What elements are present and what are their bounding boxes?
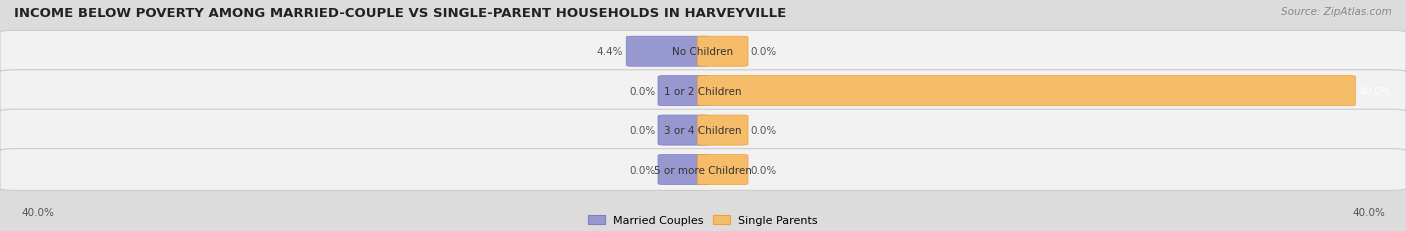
FancyBboxPatch shape <box>0 70 1406 112</box>
FancyBboxPatch shape <box>0 110 1406 151</box>
FancyBboxPatch shape <box>697 116 748 146</box>
FancyBboxPatch shape <box>658 76 709 106</box>
Text: 0.0%: 0.0% <box>751 165 778 175</box>
FancyBboxPatch shape <box>697 76 1355 106</box>
Text: 0.0%: 0.0% <box>628 165 655 175</box>
Text: 40.0%: 40.0% <box>1358 86 1391 96</box>
Text: 40.0%: 40.0% <box>21 207 53 218</box>
Text: INCOME BELOW POVERTY AMONG MARRIED-COUPLE VS SINGLE-PARENT HOUSEHOLDS IN HARVEYV: INCOME BELOW POVERTY AMONG MARRIED-COUPL… <box>14 7 786 20</box>
FancyBboxPatch shape <box>658 155 709 185</box>
FancyBboxPatch shape <box>0 149 1406 191</box>
FancyBboxPatch shape <box>697 37 748 67</box>
Text: No Children: No Children <box>672 47 734 57</box>
Text: 4.4%: 4.4% <box>598 47 623 57</box>
Text: 0.0%: 0.0% <box>628 125 655 136</box>
Text: 0.0%: 0.0% <box>628 86 655 96</box>
Legend: Married Couples, Single Parents: Married Couples, Single Parents <box>588 215 818 225</box>
FancyBboxPatch shape <box>697 155 748 185</box>
FancyBboxPatch shape <box>626 37 709 67</box>
Text: 0.0%: 0.0% <box>751 125 778 136</box>
Text: Source: ZipAtlas.com: Source: ZipAtlas.com <box>1281 7 1392 17</box>
Text: 3 or 4 Children: 3 or 4 Children <box>664 125 742 136</box>
Text: 40.0%: 40.0% <box>1353 207 1385 218</box>
Text: 5 or more Children: 5 or more Children <box>654 165 752 175</box>
FancyBboxPatch shape <box>658 116 709 146</box>
FancyBboxPatch shape <box>0 31 1406 73</box>
Text: 1 or 2 Children: 1 or 2 Children <box>664 86 742 96</box>
Text: 0.0%: 0.0% <box>751 47 778 57</box>
